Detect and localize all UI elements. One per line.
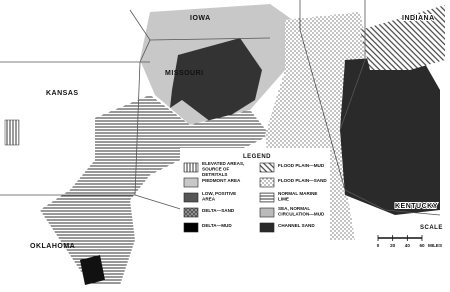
- scale-title: SCALE: [420, 225, 443, 231]
- delta-mud-region: [80, 255, 105, 285]
- scale-tick-label: 20: [390, 243, 396, 248]
- positive-region: [170, 38, 262, 125]
- legend-swatch: [259, 177, 275, 188]
- legend-label: CHANNEL SAND: [278, 223, 315, 228]
- legend-label: PIEDMONT AREA: [202, 178, 241, 183]
- legend-swatch: [183, 192, 199, 203]
- legend-label: LOW, POSITIVE AREA: [202, 191, 236, 202]
- scale-tick-label: 60: [419, 243, 425, 248]
- state-label: OKLAHOMA: [30, 243, 75, 250]
- regions: [4, 4, 445, 285]
- legend-box: [180, 148, 330, 243]
- state-label: KENTUCKY: [395, 203, 438, 210]
- legend-label: DELTA—MUD: [202, 223, 232, 228]
- legend-label: NORMAL MARINE LIME: [278, 191, 317, 202]
- state-label: MISSOURI: [165, 70, 204, 77]
- flood-mud-region: [360, 5, 445, 70]
- detrital-region: [4, 119, 20, 146]
- legend-label: SEA, NORMAL CIRCULATION—MUD: [278, 206, 325, 217]
- state-borders: [0, 0, 441, 216]
- scale-unit: MILES: [428, 243, 442, 248]
- legend-swatch: [183, 177, 199, 188]
- legend-label: FLOOD PLAIN—MUD: [278, 163, 325, 168]
- legend-label: ELEVATED AREAS, SOURCE OF DETRITALS: [202, 161, 244, 177]
- legend-label: DELTA—SAND: [202, 208, 235, 213]
- legend-swatch: [183, 162, 199, 173]
- marine-region: [40, 95, 270, 285]
- legend-swatch: [259, 162, 275, 173]
- legend-swatch: [259, 192, 275, 203]
- scale-tick-label: 40: [405, 243, 411, 248]
- scale-tick-label: 0: [377, 243, 380, 248]
- legend-swatch: [183, 222, 199, 233]
- state-label: INDIANA: [402, 15, 435, 22]
- legend-swatch: [259, 222, 275, 233]
- legend-swatch: [183, 207, 199, 218]
- channel-region: [340, 55, 440, 215]
- legend-swatch: [259, 207, 275, 218]
- legend-title: LEGEND: [243, 154, 271, 160]
- state-label: KANSAS: [46, 90, 79, 97]
- state-label: IOWA: [190, 15, 211, 22]
- legend-label: FLOOD PLAIN—SAND: [278, 178, 327, 183]
